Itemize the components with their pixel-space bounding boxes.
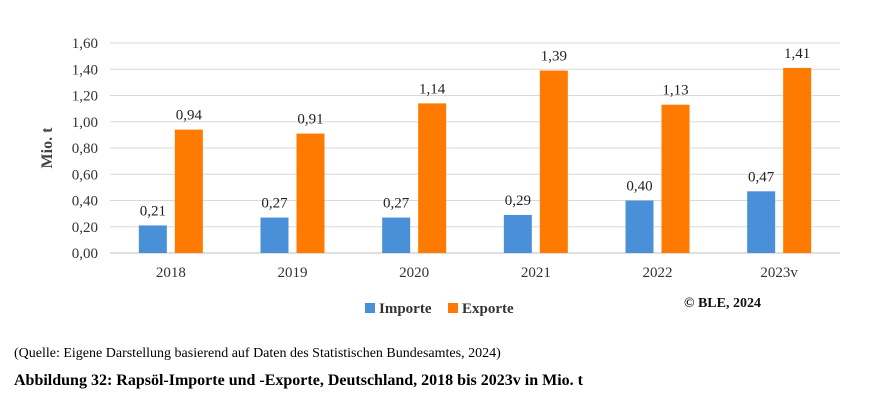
x-tick-label: 2022 <box>643 265 673 281</box>
y-tick-label: 0,80 <box>72 141 98 157</box>
data-label: 0,27 <box>383 196 410 212</box>
y-tick-label: 1,00 <box>72 115 98 131</box>
bar-exporte <box>418 103 447 253</box>
data-label: 0,94 <box>176 108 203 124</box>
bar-importe <box>382 217 411 253</box>
y-tick-label: 1,40 <box>72 62 98 78</box>
data-label: 0,40 <box>626 179 652 195</box>
data-label: 1,41 <box>784 46 810 62</box>
data-label: 0,47 <box>748 169 775 185</box>
data-label: 0,91 <box>297 112 323 128</box>
data-label: 1,39 <box>541 49 567 65</box>
legend-label: Exporte <box>462 301 514 317</box>
legend-swatch <box>448 303 458 313</box>
y-axis-ticks: 0,00 0,20 0,40 0,60 0,80 1,00 1,20 1,40 1,60 <box>72 36 98 262</box>
credit-text: © BLE, 2024 <box>684 296 761 311</box>
y-tick-label: 1,60 <box>72 36 98 52</box>
x-tick-label: 2021 <box>521 265 551 281</box>
x-tick-label: 2018 <box>156 265 186 281</box>
bars: 0,21 0,94 0,27 0,91 0,27 1,14 0,29 1,39 0,40 1,13… <box>138 46 812 253</box>
figure-caption: Abbildung 32: Rapsöl-Importe und -Export… <box>14 372 583 389</box>
chart: 0,00 0,20 0,40 0,60 0,80 1,00 1,20 1,40 1,60 Mio… <box>39 36 840 317</box>
x-tick-label: 2020 <box>399 265 429 281</box>
x-tick-label: 2023v <box>760 265 798 281</box>
x-axis-ticks: 2018 2019 2020 2021 2022 2023v <box>156 265 799 281</box>
data-label: 0,21 <box>140 203 166 219</box>
bar-exporte <box>174 129 203 253</box>
gridlines <box>110 42 840 254</box>
legend-swatch <box>365 303 375 313</box>
bar-importe <box>625 200 654 253</box>
data-label: 0,27 <box>261 196 288 212</box>
bar-exporte <box>296 133 325 253</box>
legend: Importe Exporte <box>365 301 514 317</box>
data-label: 1,14 <box>419 81 446 97</box>
y-tick-label: 0,40 <box>72 194 98 210</box>
bar-importe <box>503 214 532 253</box>
bar-exporte <box>661 104 690 253</box>
bar-importe <box>747 191 776 253</box>
legend-label: Importe <box>379 301 432 317</box>
y-axis-label: Mio. t <box>39 127 56 169</box>
bar-exporte <box>783 67 812 253</box>
data-label: 1,13 <box>662 83 688 99</box>
source-note: (Quelle: Eigene Darstellung basierend au… <box>14 346 501 361</box>
bar-exporte <box>539 70 568 253</box>
data-label: 0,29 <box>505 193 531 209</box>
y-tick-label: 1,20 <box>72 89 98 105</box>
y-tick-label: 0,60 <box>72 167 98 183</box>
y-tick-label: 0,20 <box>72 220 98 236</box>
x-tick-label: 2019 <box>278 265 308 281</box>
bar-importe <box>138 225 167 253</box>
y-tick-label: 0,00 <box>72 246 98 262</box>
bar-importe <box>260 217 289 253</box>
